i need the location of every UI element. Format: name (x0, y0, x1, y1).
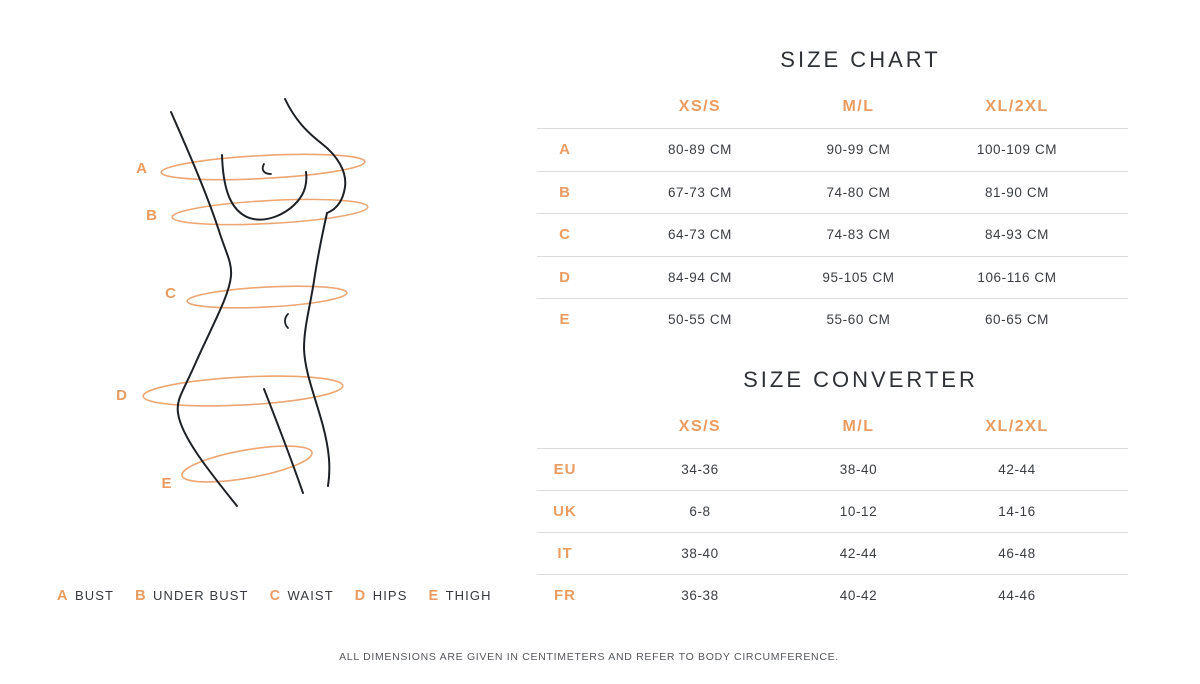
legend-item-bust: A BUST (57, 588, 114, 604)
hips-ellipse (142, 375, 344, 407)
column-header-xss: XS/S (678, 97, 722, 115)
table-row: B 67-73 CM 74-80 CM 81-90 CM (537, 170, 1128, 214)
legend-label: WAIST (287, 588, 334, 603)
row-label: E (559, 311, 571, 329)
legend-item-hips: D HIPS (355, 588, 408, 604)
size-cell: 50-55 CM (667, 312, 733, 328)
body-outline-front (284, 98, 347, 487)
legend-item-waist: C WAIST (270, 588, 334, 604)
size-cell: 36-38 (681, 588, 719, 603)
size-cell: 67-73 CM (667, 184, 733, 200)
size-cell: 38-40 (839, 462, 878, 477)
size-cell: 84-93 CM (984, 227, 1050, 243)
body-outline (170, 98, 347, 507)
size-cell: 90-99 CM (826, 142, 891, 158)
row-label: B (559, 183, 571, 201)
row-label: C (559, 226, 571, 244)
table-row: C 64-73 CM 74-83 CM 84-93 CM (537, 213, 1128, 256)
table-row: EU 34-36 38-40 42-44 (537, 448, 1128, 490)
table-row: E 50-55 CM 55-60 CM 60-65 CM (537, 298, 1128, 341)
size-cell: 95-105 CM (822, 269, 895, 285)
column-header-xl2xl: XL/2XL (985, 97, 1049, 115)
size-chart-header-row: XS/S M/L XL/2XL (537, 85, 1128, 128)
size-converter-table: XS/S M/L XL/2XL EU 34-36 38-40 42-44 UK … (537, 405, 1128, 616)
legend-label: BUST (74, 588, 115, 603)
navel-mark (284, 313, 289, 329)
measurement-ellipses (142, 153, 369, 483)
size-cell: 81-90 CM (984, 184, 1050, 200)
diagram-labels: A B C D E (116, 160, 177, 492)
row-label: A (559, 141, 571, 159)
measure-label-b: B (146, 207, 158, 224)
body-outline-back (170, 111, 238, 507)
column-header-ml: M/L (842, 97, 875, 115)
bust-ellipse (160, 153, 366, 181)
column-header-ml: M/L (842, 417, 875, 435)
legend-letter: D (354, 588, 366, 604)
measure-label-a: A (136, 160, 148, 177)
column-header-xss: XS/S (678, 417, 722, 435)
nipple-mark (261, 163, 272, 175)
table-row: FR 36-38 40-42 44-46 (537, 574, 1128, 616)
legend-label: HIPS (372, 588, 408, 603)
legend-letter: B (135, 588, 147, 604)
thigh-ellipse (181, 445, 313, 483)
size-cell: 55-60 CM (826, 312, 891, 328)
size-cell: 74-83 CM (826, 227, 891, 243)
size-cell: 46-48 (998, 546, 1036, 561)
size-cell: 42-44 (839, 546, 878, 561)
size-cell: 100-109 CM (976, 142, 1058, 158)
size-cell: 34-36 (681, 462, 719, 477)
legend-label: THIGH (445, 588, 492, 603)
size-chart-title: SIZE CHART (780, 47, 941, 72)
dimensions-footnote: ALL DIMENSIONS ARE GIVEN IN CENTIMETERS … (339, 651, 839, 663)
row-label: EU (553, 461, 577, 478)
size-cell: 42-44 (998, 462, 1036, 477)
row-label: FR (554, 587, 576, 604)
table-row: IT 38-40 42-44 46-48 (537, 532, 1128, 574)
row-label: D (559, 268, 571, 286)
body-measurement-diagram: A B C D E (116, 98, 369, 507)
column-header-xl2xl: XL/2XL (985, 417, 1049, 435)
table-row: D 84-94 CM 95-105 CM 106-116 CM (537, 255, 1128, 299)
measure-label-d: D (116, 387, 128, 404)
size-cell: 106-116 CM (977, 269, 1057, 285)
legend-letter: E (428, 588, 439, 604)
table-row: UK 6-8 10-12 14-16 (537, 490, 1128, 532)
row-label: UK (553, 503, 577, 520)
size-cell: 14-16 (998, 504, 1036, 519)
legend-item-thigh: E THIGH (428, 588, 491, 604)
size-chart-table: XS/S M/L XL/2XL A 80-89 CM 90-99 CM 100-… (537, 85, 1128, 341)
measure-label-c: C (165, 285, 177, 302)
size-cell: 74-80 CM (826, 184, 891, 200)
breast-curve (221, 154, 308, 221)
under-bust-ellipse (171, 198, 369, 226)
measure-label-e: E (161, 475, 172, 492)
measurement-legend: A BUST B UNDER BUST C WAIST D HIPS E THI… (57, 588, 492, 604)
size-converter-title: SIZE CONVERTER (743, 367, 978, 392)
table-row: A 80-89 CM 90-99 CM 100-109 CM (537, 128, 1128, 171)
size-cell: 80-89 CM (667, 142, 733, 158)
size-cell: 60-65 CM (984, 312, 1050, 328)
size-cell: 38-40 (681, 546, 719, 561)
size-cell: 6-8 (689, 504, 711, 519)
size-converter-header-row: XS/S M/L XL/2XL (537, 405, 1128, 448)
waist-ellipse (186, 285, 348, 309)
row-label: IT (557, 545, 573, 562)
size-cell: 40-42 (839, 588, 878, 603)
legend-item-under-bust: B UNDER BUST (135, 588, 249, 604)
size-cell: 10-12 (839, 504, 878, 519)
inner-thigh-line (263, 388, 304, 494)
size-cell: 64-73 CM (667, 227, 733, 243)
size-cell: 44-46 (998, 588, 1036, 603)
legend-letter: C (269, 588, 281, 604)
legend-label: UNDER BUST (153, 588, 249, 603)
legend-letter: A (57, 588, 68, 604)
size-cell: 84-94 CM (667, 269, 733, 285)
